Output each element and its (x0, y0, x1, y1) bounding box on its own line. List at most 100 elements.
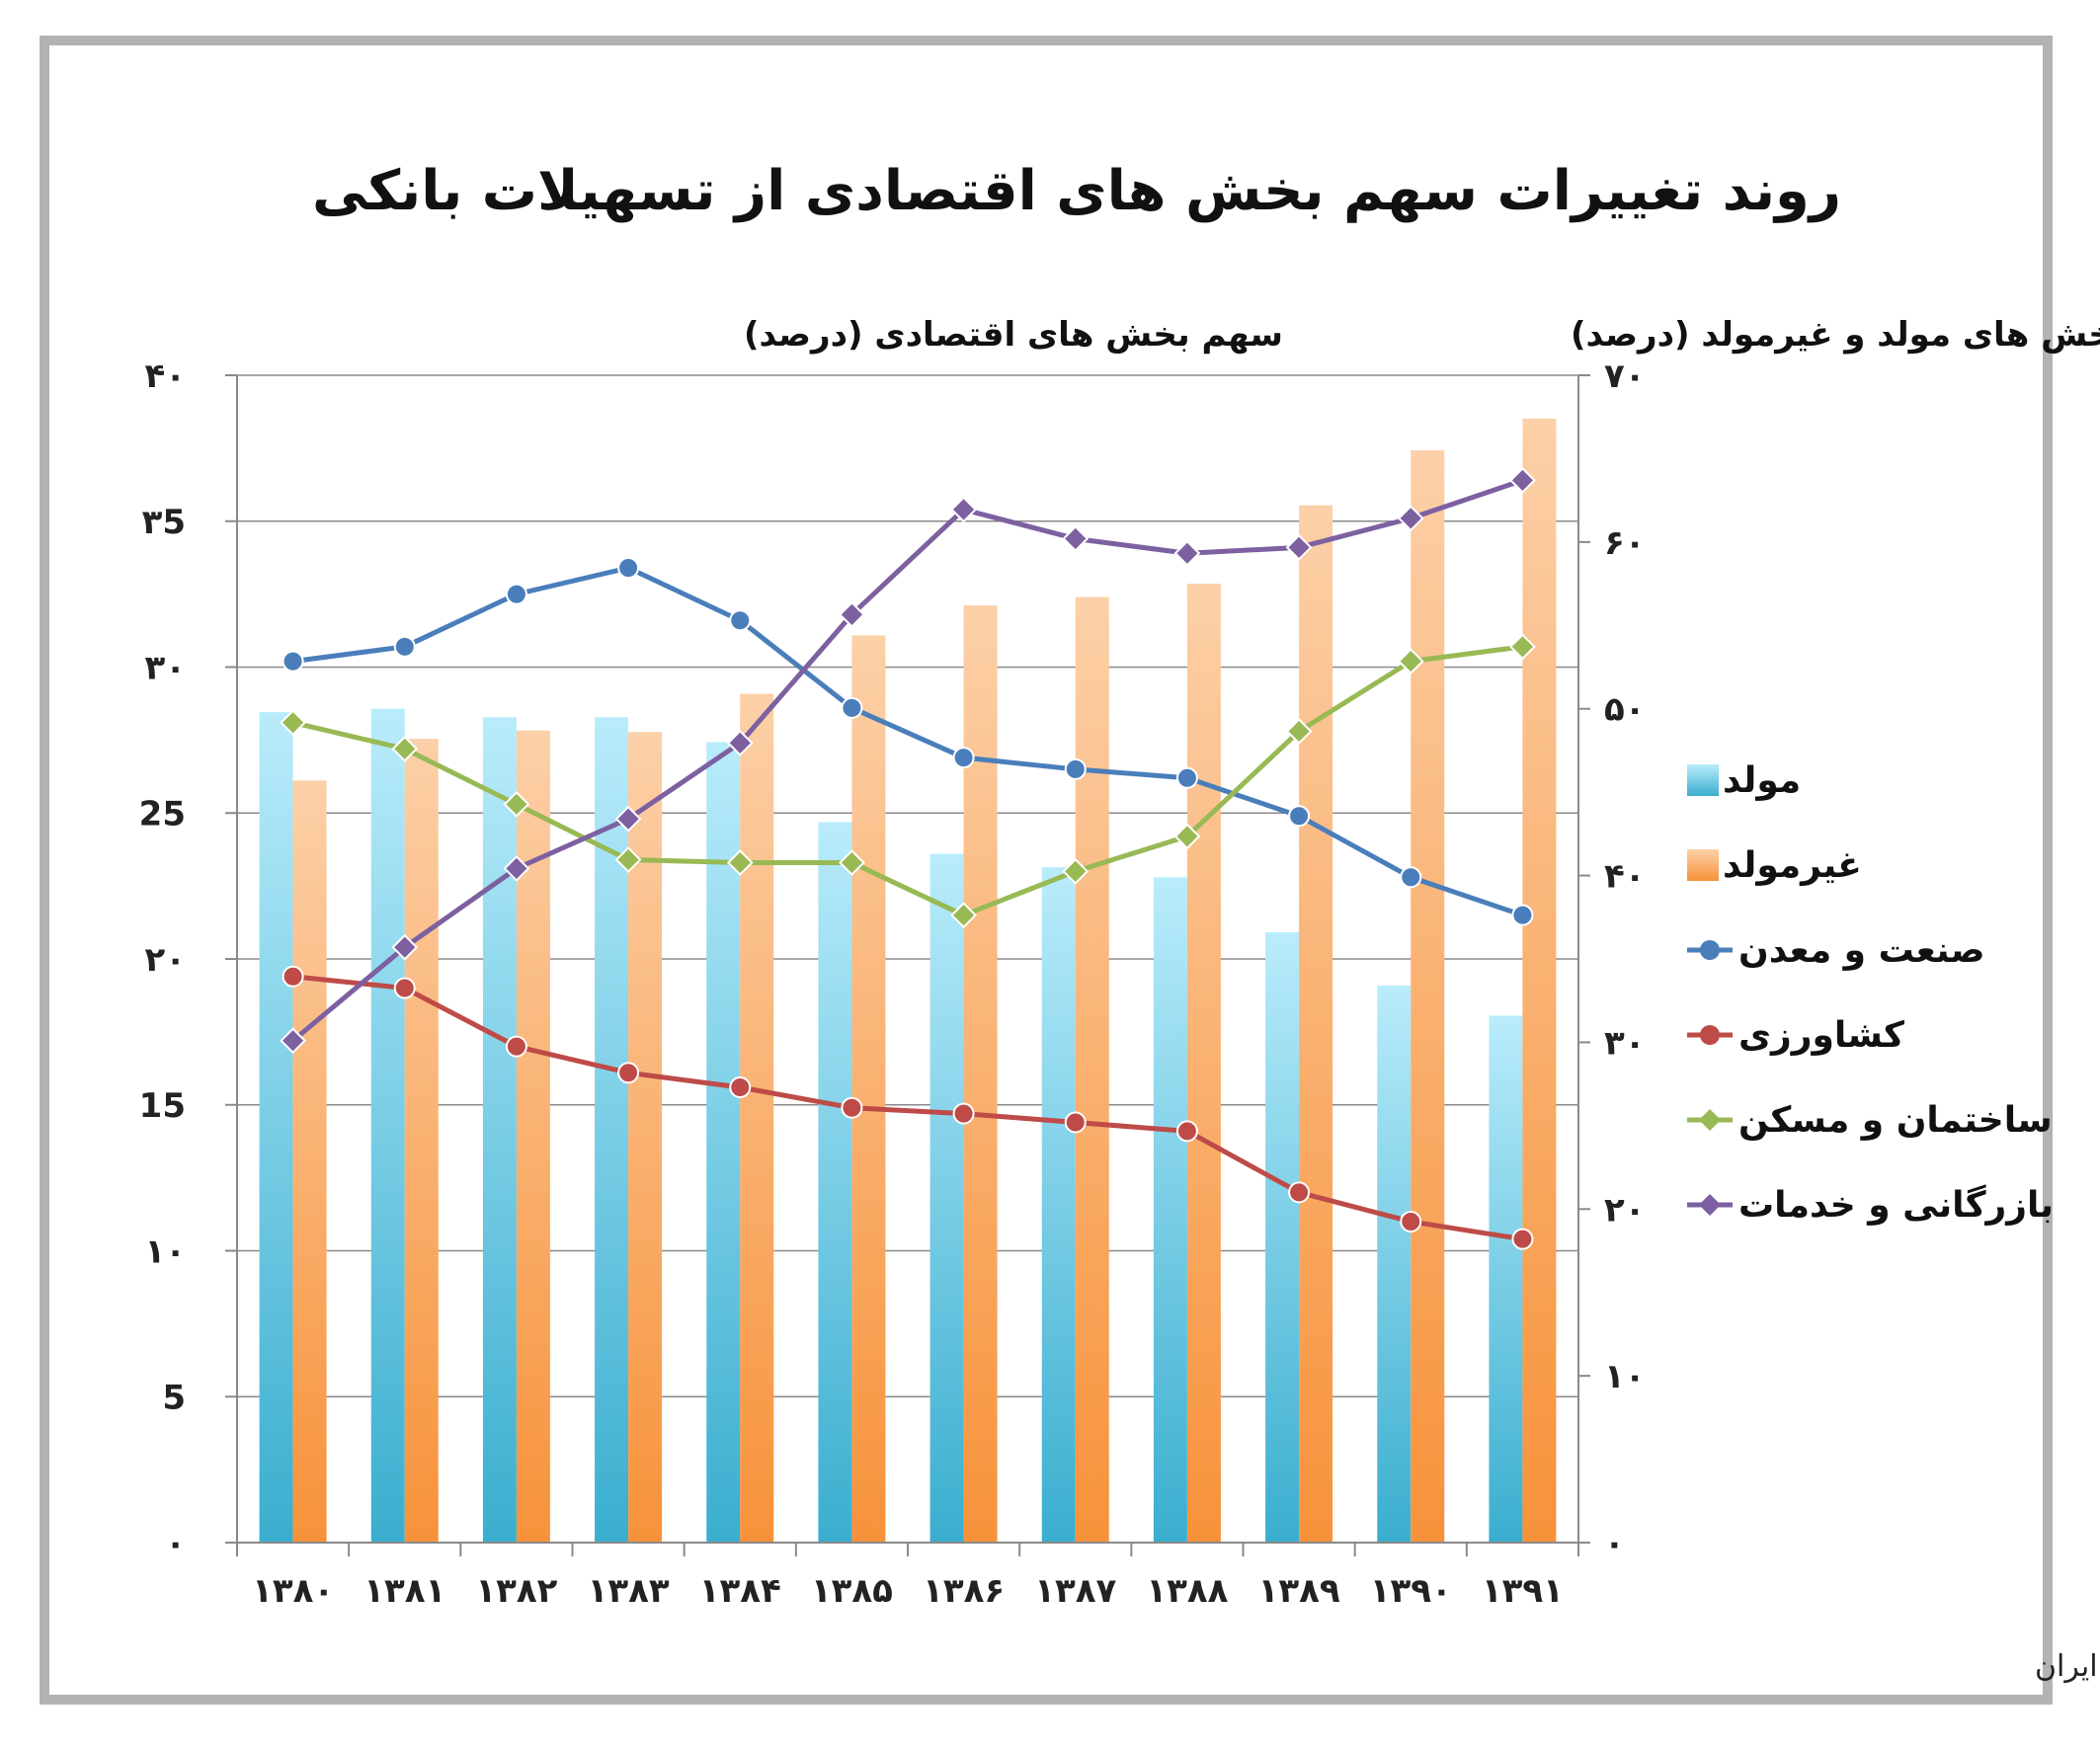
point-marker (505, 583, 527, 605)
left-tick-label: 15 (139, 1086, 186, 1126)
bar-productive (482, 717, 517, 1543)
point-marker (505, 1035, 527, 1058)
bar-productive (1041, 867, 1076, 1543)
legend-marker (1699, 1109, 1721, 1131)
x-tick-label: ۱۳۸۸ (1146, 1571, 1228, 1611)
x-tick-label: ۱۳۸۹ (1258, 1571, 1340, 1611)
bar-nonproductive (292, 780, 327, 1543)
left-tick-label: 25 (139, 794, 186, 834)
source-note: تحلیل و استنتاج: احسان سلطانی بر اساس دا… (2035, 1649, 2100, 1684)
right-tick-label: ۳۰ (1604, 1023, 1646, 1063)
left-tick-label: ۲۰ (144, 940, 186, 980)
gridlines (237, 374, 1578, 1397)
right-tick-label: ۶۰ (1604, 523, 1646, 563)
right-tick-label: ۰ (1604, 1524, 1625, 1563)
left-tick-label: ۴۰ (144, 357, 186, 396)
bar-productive (1265, 931, 1300, 1543)
point-marker (729, 609, 752, 632)
bar-nonproductive (1411, 449, 1445, 1543)
bar-nonproductive (851, 635, 886, 1543)
point-marker (1064, 1111, 1087, 1134)
right-tick-label: ۱۰ (1604, 1357, 1646, 1396)
point-marker (617, 1062, 640, 1084)
point-marker (1400, 866, 1422, 889)
point-marker (1285, 718, 1313, 745)
point-marker (1397, 505, 1424, 532)
point-marker (952, 747, 975, 769)
point-marker (1175, 766, 1198, 789)
bar-nonproductive (1186, 584, 1221, 1543)
bar-nonproductive (963, 605, 998, 1543)
point-marker (280, 709, 306, 737)
x-tick-label: ۱۳۸۰ (252, 1571, 334, 1611)
bars (259, 418, 1557, 1544)
series-line-2 (292, 644, 1523, 918)
legend: مولد غیرمولد صنعت و معدن کشاورزی ساختمان و م… (1687, 760, 2054, 1226)
x-tick-label: ۱۳۸۳ (588, 1571, 670, 1611)
bar-productive (929, 853, 964, 1543)
point-marker (393, 635, 416, 658)
point-marker (726, 849, 754, 876)
point-marker (1397, 648, 1424, 676)
left-axis-title: سهم بخش های اقتصادی (درصد) (744, 315, 1283, 355)
point-marker (1288, 805, 1311, 828)
legend-marker (1699, 1194, 1721, 1216)
point-marker (839, 600, 865, 628)
point-marker (729, 1076, 752, 1099)
right-tick-label: ۷۰ (1604, 357, 1646, 396)
point-marker (1509, 633, 1536, 661)
bar-productive (595, 717, 629, 1543)
legend-label: مولد (1723, 760, 1801, 801)
bar-productive (1153, 877, 1187, 1543)
point-marker (1400, 1210, 1422, 1233)
x-tick-label: ۱۳۸۴ (699, 1571, 781, 1611)
point-marker (1511, 1228, 1534, 1250)
bar-nonproductive (516, 730, 550, 1543)
series-line-3 (290, 478, 1524, 1043)
legend-label: بازرگانی و خدمات (1738, 1184, 2054, 1226)
legend-label: کشاورزی (1738, 1015, 1904, 1056)
point-marker (1175, 1120, 1198, 1143)
left-tick-label: ۳5 (142, 503, 186, 542)
series-line-1 (292, 974, 1523, 1242)
left-tick-label: ۱۰ (144, 1233, 186, 1272)
point-marker (1509, 466, 1536, 494)
left-tick-label: 5 (162, 1378, 186, 1417)
legend-label: ساختمان و مسکن (1738, 1100, 2053, 1141)
bar-nonproductive (740, 693, 774, 1543)
bar-productive (1377, 986, 1412, 1543)
point-marker (393, 977, 416, 999)
x-tick-label: ۱۳۹۱ (1482, 1571, 1564, 1611)
point-marker (391, 735, 419, 762)
tick-labels: ۰ 5 ۱۰ 15 ۲۰ 25 ۳۰ ۳5 ۴۰ ۰ ۱۰ ۲۰ ۳۰ ۴۰ ۵۰ ۶۰ ۷۰ ۱۳۸۰ ۱۳۸۱ ۱… (139, 357, 1646, 1611)
point-marker (1062, 525, 1090, 552)
point-marker (839, 849, 865, 876)
legend-label: غیرمولد (1723, 845, 1862, 886)
point-marker (282, 650, 304, 673)
bar-nonproductive (1522, 418, 1557, 1544)
point-marker (1285, 533, 1313, 561)
point-marker (726, 729, 754, 756)
point-marker (950, 902, 977, 929)
point-marker (841, 696, 863, 719)
bar-productive (259, 712, 293, 1543)
point-marker (1062, 857, 1090, 885)
x-tick-label: ۱۳۸۵ (811, 1571, 893, 1611)
axes (225, 374, 1590, 1556)
right-tick-label: ۵۰ (1604, 690, 1646, 730)
point-marker (1173, 539, 1201, 567)
point-marker (503, 790, 530, 818)
bar-productive (370, 708, 405, 1543)
x-tick-label: ۱۳۸۲ (475, 1571, 557, 1611)
point-marker (614, 846, 642, 873)
right-tick-label: ۲۰ (1604, 1190, 1646, 1230)
legend-marker (1700, 940, 1720, 960)
bar-nonproductive (1299, 505, 1333, 1544)
point-marker (617, 557, 640, 580)
chart-title: روند تغییرات سهم بخش های اقتصادی از تسهی… (312, 159, 1841, 223)
point-marker (614, 805, 642, 833)
point-marker (952, 1102, 975, 1125)
point-marker (280, 1027, 306, 1055)
bar-nonproductive (1075, 597, 1109, 1543)
bar-nonproductive (404, 739, 439, 1543)
